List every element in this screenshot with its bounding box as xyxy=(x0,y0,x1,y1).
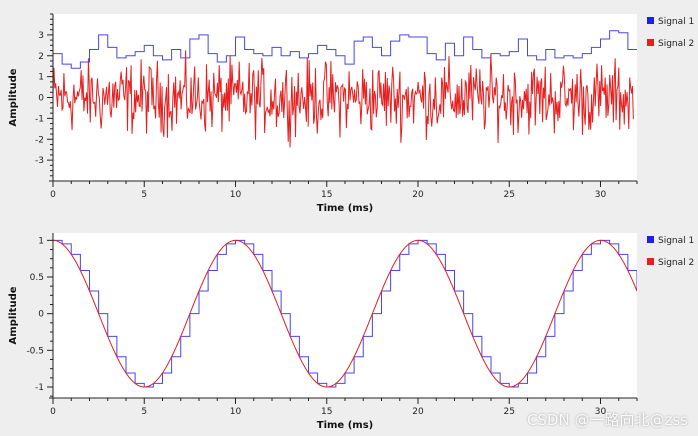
y-tick-label: -2 xyxy=(35,135,44,145)
y-tick-label: 0 xyxy=(38,310,44,320)
x-tick-label: 15 xyxy=(321,407,332,417)
x-tick-label: 30 xyxy=(595,407,607,417)
y-tick-label: -3 xyxy=(35,156,44,166)
legend-swatch xyxy=(647,17,654,24)
x-tick-label: 25 xyxy=(504,407,515,417)
y-tick-label: 2 xyxy=(38,52,44,62)
x-tick-label: 0 xyxy=(50,190,56,200)
x-tick-label: 5 xyxy=(141,407,147,417)
x-tick-label: 10 xyxy=(230,190,242,200)
legend-label: Signal 2 xyxy=(658,39,694,49)
chart-panel-2: 0 5 10 15 20 25 30 -1 -0.5 0 0.5 1 Time (ms) Amplitud… xyxy=(8,233,694,431)
plot-area xyxy=(53,233,637,398)
series-line-signal-2 xyxy=(53,239,637,388)
y-tick-label: 3 xyxy=(38,31,44,41)
chart-panel-1: 0 5 10 15 20 25 30 -3 -2 -1 0 1 2 3 Time (ms) Amplitude… xyxy=(8,13,694,214)
watermark-text: CSDN @一路向北@zss xyxy=(526,411,688,429)
x-axis-title: Time (ms) xyxy=(317,203,373,214)
legend-swatch xyxy=(647,39,654,46)
series-line-signal-2 xyxy=(53,50,634,148)
x-tick-label: 0 xyxy=(50,407,56,417)
y-tick-label: -1 xyxy=(35,383,44,393)
y-tick-label: 0.5 xyxy=(30,273,44,283)
y-tick-label: -1 xyxy=(35,114,44,124)
x-tick-label: 30 xyxy=(595,190,607,200)
x-tick-label: 5 xyxy=(141,190,147,200)
x-tick-label: 15 xyxy=(321,190,332,200)
series-line-signal-1 xyxy=(53,30,637,69)
y-axis-title: Amplitude xyxy=(8,286,19,344)
y-tick-label: 1 xyxy=(38,73,44,83)
series-layer xyxy=(53,30,637,148)
y-axis-title: Amplitude xyxy=(8,68,19,126)
x-tick-label: 20 xyxy=(412,407,424,417)
y-tick-label: -0.5 xyxy=(26,346,44,356)
legend-swatch xyxy=(647,236,654,243)
series-layer xyxy=(53,239,637,388)
x-tick-label: 20 xyxy=(412,190,424,200)
legend-label: Signal 2 xyxy=(658,258,694,268)
legend-swatch xyxy=(647,258,654,265)
y-tick-label: 0 xyxy=(38,94,44,104)
legend-label: Signal 1 xyxy=(658,236,694,246)
y-tick-label: 1 xyxy=(38,236,44,246)
x-axis-title: Time (ms) xyxy=(317,420,373,431)
x-tick-label: 25 xyxy=(504,190,515,200)
legend-label: Signal 1 xyxy=(658,17,694,27)
x-tick-label: 10 xyxy=(230,407,242,417)
